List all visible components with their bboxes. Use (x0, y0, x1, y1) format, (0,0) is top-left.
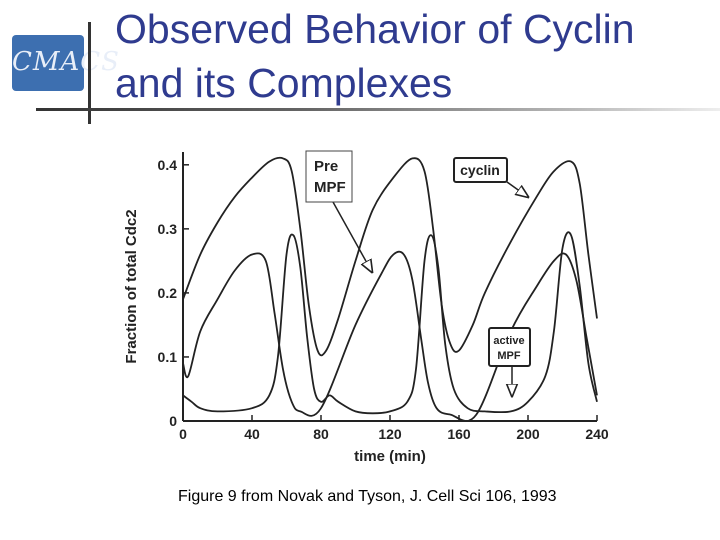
x-axis-label: time (min) (354, 448, 426, 465)
y-tick-label: 0 (169, 413, 177, 429)
active-mpf-label-line-1: active (493, 335, 524, 347)
series-line-cyclin (182, 156, 598, 357)
cyclin-label: cyclin (460, 162, 500, 178)
y-tick-label: 0.3 (158, 221, 178, 237)
pre-mpf-label-box (305, 150, 353, 203)
x-tick-label: 240 (585, 426, 609, 442)
active-mpf-label-line-2: MPF (497, 350, 521, 362)
y-tick-label: 0.4 (158, 157, 178, 173)
slide-title-line-1: Observed Behavior of Cyclin (115, 6, 635, 52)
cyclin-label-box (453, 157, 508, 183)
series-line-pre-mpf (182, 250, 598, 422)
x-tick-label: 40 (244, 426, 260, 442)
x-tick-label: 120 (378, 426, 402, 442)
cyclin-arrow (506, 181, 528, 197)
pre-mpf-label-line-1: Pre (314, 158, 338, 175)
y-tick-label: 0.1 (158, 349, 178, 365)
x-tick-label: 0 (179, 426, 187, 442)
active-mpf-label-box (488, 327, 531, 367)
title-horizontal-rule (36, 108, 720, 111)
pre-mpf-arrow (332, 201, 372, 272)
slide-title-line-2: and its Complexes (115, 60, 453, 106)
y-axis-label: Fraction of total Cdc2 (123, 209, 140, 363)
x-tick-label: 80 (313, 426, 329, 442)
x-tick-label: 200 (516, 426, 540, 442)
pre-mpf-label-line-2: MPF (314, 179, 346, 196)
slide-title: Observed Behavior of Cyclin and its Comp… (115, 2, 715, 110)
figure-caption: Figure 9 from Novak and Tyson, J. Cell S… (178, 488, 557, 505)
series-line-active-mpf (182, 231, 598, 415)
y-tick-label: 0.2 (158, 285, 178, 301)
x-tick-label: 160 (447, 426, 471, 442)
title-vertical-rule (88, 22, 91, 124)
